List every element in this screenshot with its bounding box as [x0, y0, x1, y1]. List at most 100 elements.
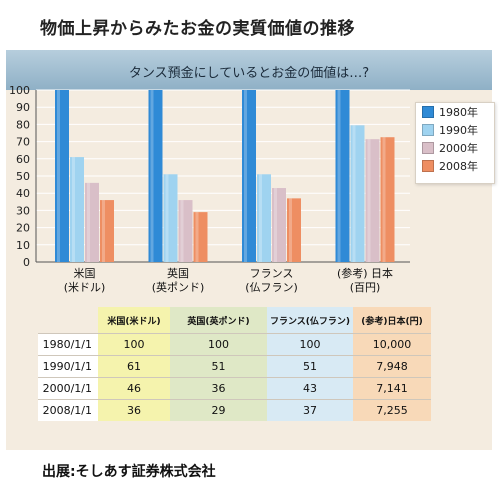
legend-swatch	[422, 160, 434, 172]
bar	[257, 174, 271, 262]
cell-jp: 7,141	[353, 377, 431, 400]
x-tick-label: (英ポンド)	[152, 280, 205, 294]
table-header-us: 米国(米ドル)	[98, 307, 170, 334]
x-tick-label: (百円)	[350, 281, 381, 294]
cell-uk: 29	[170, 399, 267, 421]
cell-us: 46	[98, 377, 170, 400]
bar	[287, 198, 301, 262]
cell-fr: 43	[267, 377, 353, 400]
bar-highlight	[352, 125, 356, 262]
bar	[148, 90, 163, 262]
bar	[335, 90, 350, 262]
legend-swatch	[422, 106, 434, 118]
y-tick-label: 60	[16, 153, 30, 166]
y-tick-label: 90	[16, 101, 30, 114]
cell-fr: 51	[267, 355, 353, 378]
table-row: 1990/1/1 61 51 51 7,948	[38, 355, 431, 378]
bar-highlight	[289, 198, 292, 262]
bar	[380, 137, 395, 262]
cell-uk: 51	[170, 355, 267, 378]
legend-label: 2008年	[439, 160, 478, 173]
x-tick-label: (仏フラン)	[245, 281, 298, 294]
bar-highlight	[274, 188, 277, 262]
table-row: 2000/1/1 46 36 43 7,141	[38, 377, 431, 400]
x-tick-label: 米国	[74, 267, 96, 280]
legend-swatch	[422, 142, 434, 154]
legend-item: 2000年	[416, 139, 494, 157]
chart-legend: 1980年 1990年 2000年 2008年	[415, 102, 495, 184]
bar	[242, 90, 256, 262]
table-corner-cell	[38, 307, 98, 334]
cell-us: 36	[98, 399, 170, 421]
cell-jp: 10,000	[353, 333, 431, 356]
table-header-jp: (参考)日本(円)	[353, 307, 431, 334]
bar-highlight	[195, 212, 199, 262]
y-tick-label: 80	[16, 118, 30, 131]
legend-label: 1980年	[439, 106, 478, 119]
cell-us: 61	[98, 355, 170, 378]
y-tick-label: 50	[16, 170, 30, 183]
bar	[178, 200, 193, 262]
bar-highlight	[102, 200, 105, 262]
bar-highlight	[57, 90, 60, 262]
x-tick-label: (参考) 日本	[337, 266, 393, 280]
bar	[350, 125, 365, 262]
table-row: 1980/1/1 100 100 100 10,000	[38, 333, 431, 356]
chart-subtitle: タンス預金にしているとお金の価値は…?	[128, 66, 370, 81]
bar	[163, 174, 178, 262]
bar-highlight	[87, 182, 90, 262]
cell-uk: 36	[170, 377, 267, 400]
x-tick-label: (米ドル)	[64, 281, 106, 294]
bar	[365, 139, 380, 262]
cell-fr: 100	[267, 333, 353, 356]
legend-label: 1990年	[439, 124, 478, 137]
chart-banner: タンス預金にしているとお金の価値は…?	[6, 50, 492, 90]
row-date: 1980/1/1	[38, 333, 98, 356]
bar-highlight	[244, 90, 247, 262]
legend-item: 2008年	[416, 157, 494, 175]
y-tick-label: 40	[16, 187, 30, 200]
cell-jp: 7,948	[353, 355, 431, 378]
bar-highlight	[180, 200, 184, 262]
row-date: 1990/1/1	[38, 355, 98, 378]
bar	[100, 200, 114, 262]
row-date: 2000/1/1	[38, 377, 98, 400]
table-header-row: 米国(米ドル) 英国(英ポンド) フランス(仏フラン) (参考)日本(円)	[38, 307, 431, 334]
y-tick-label: 70	[16, 136, 30, 149]
bar	[85, 182, 99, 262]
bar-highlight	[259, 174, 262, 262]
bar-highlight	[165, 174, 169, 262]
bar-highlight	[150, 90, 154, 262]
page-title: 物価上昇からみたお金の実質価値の推移	[40, 19, 355, 39]
legend-label: 2000年	[439, 142, 478, 155]
legend-swatch	[422, 124, 434, 136]
cell-jp: 7,255	[353, 399, 431, 421]
y-tick-label: 10	[16, 239, 30, 252]
bar	[272, 188, 286, 262]
legend-item: 1980年	[416, 103, 494, 121]
bar	[55, 90, 69, 262]
bar-highlight	[382, 137, 386, 262]
table-row: 2008/1/1 36 29 37 7,255	[38, 399, 431, 421]
x-tick-label: 英国	[167, 266, 189, 280]
table-header-fr: フランス(仏フラン)	[267, 307, 353, 334]
bar	[70, 157, 84, 262]
bar-highlight	[367, 139, 371, 262]
y-tick-label: 0	[23, 256, 30, 269]
x-tick-label: フランス	[250, 267, 294, 280]
cell-us: 100	[98, 333, 170, 356]
bar-highlight	[337, 90, 341, 262]
y-tick-label: 100	[9, 84, 30, 97]
data-table: 米国(米ドル) 英国(英ポンド) フランス(仏フラン) (参考)日本(円) 19…	[38, 307, 431, 421]
table-header-uk: 英国(英ポンド)	[170, 307, 267, 334]
source-credit: 出展:そしあす証券株式会社	[42, 464, 216, 480]
y-tick-label: 30	[16, 204, 30, 217]
legend-item: 1990年	[416, 121, 494, 139]
y-tick-label: 20	[16, 222, 30, 235]
cell-fr: 37	[267, 399, 353, 421]
bar-highlight	[72, 157, 75, 262]
bar	[193, 212, 208, 262]
cell-uk: 100	[170, 333, 267, 356]
row-date: 2008/1/1	[38, 399, 98, 421]
